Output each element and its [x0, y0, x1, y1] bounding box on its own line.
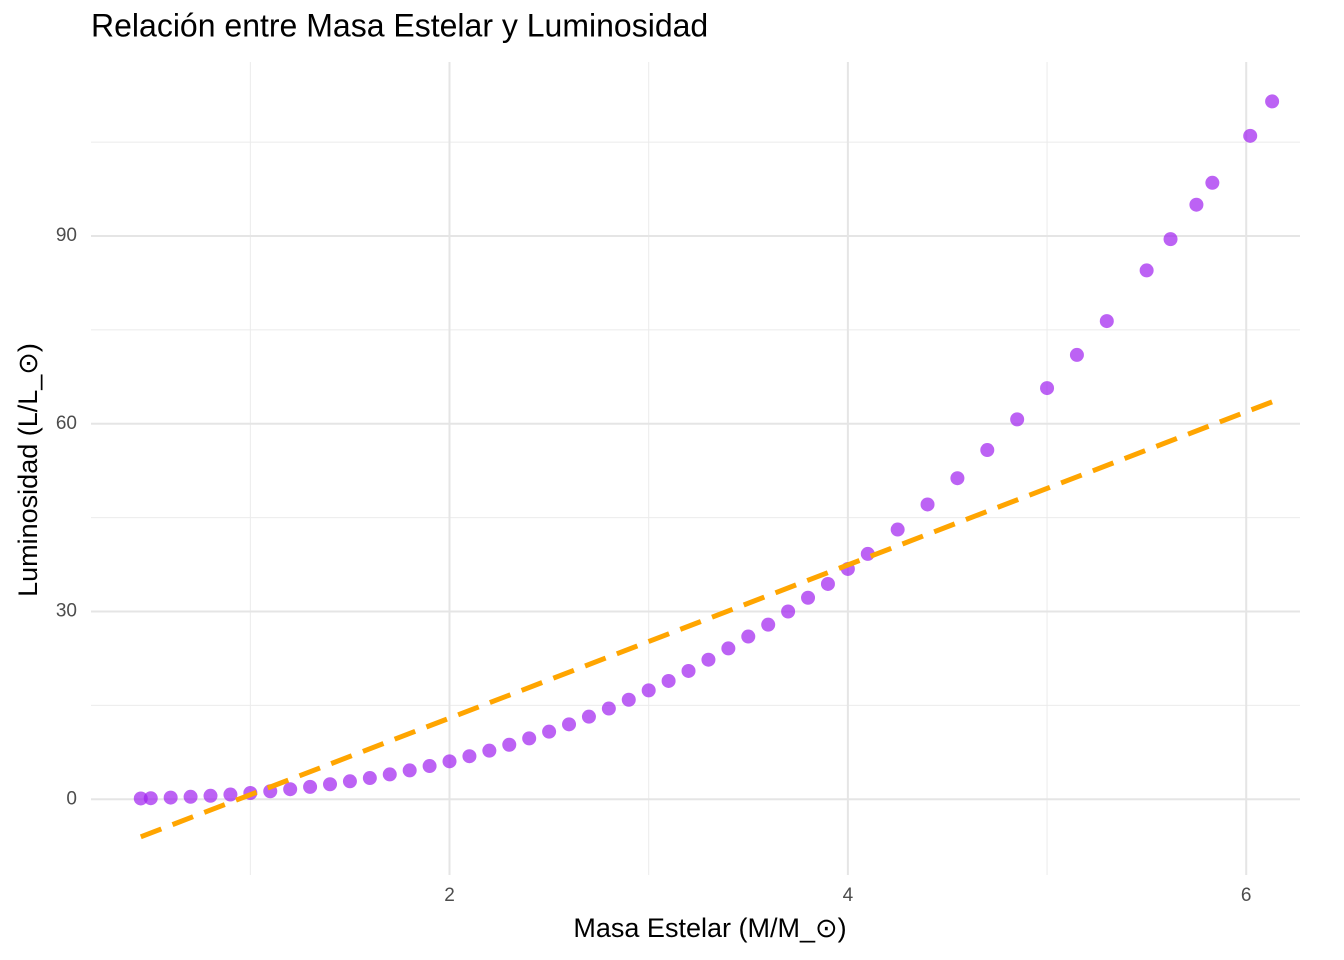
y-tick-label: 30	[56, 601, 77, 622]
point	[482, 743, 497, 758]
point	[1010, 412, 1025, 427]
point	[522, 731, 537, 746]
point	[980, 443, 995, 458]
point	[681, 663, 696, 678]
point	[422, 759, 437, 774]
point	[342, 774, 357, 789]
point	[761, 617, 776, 632]
point	[462, 749, 477, 764]
point	[890, 522, 905, 537]
point	[1163, 232, 1178, 247]
trend-line	[139, 399, 1274, 840]
point	[223, 787, 238, 802]
y-tick-label: 90	[56, 225, 77, 246]
point	[542, 724, 557, 739]
point	[1069, 347, 1084, 362]
chart-title: Relación entre Masa Estelar y Luminosida…	[91, 7, 708, 43]
point	[362, 771, 377, 786]
point	[1099, 314, 1114, 329]
point	[303, 779, 318, 794]
point	[183, 789, 198, 804]
point	[133, 791, 148, 806]
point	[1040, 381, 1055, 396]
x-tick-label: 2	[444, 885, 455, 906]
point	[950, 471, 965, 486]
point	[203, 788, 218, 803]
point	[163, 790, 178, 805]
y-axis-label: Luminosidad (L/L_⊙)	[13, 343, 43, 597]
x-tick-label: 4	[843, 885, 854, 906]
x-tick-label: 6	[1241, 885, 1252, 906]
point	[1139, 263, 1154, 278]
point	[1243, 128, 1258, 143]
point	[323, 777, 338, 792]
point	[581, 709, 596, 724]
point	[402, 763, 417, 778]
point	[781, 604, 796, 619]
point	[701, 652, 716, 667]
y-tick-label: 0	[66, 788, 77, 809]
point	[1265, 94, 1280, 109]
point	[721, 641, 736, 656]
point	[562, 717, 577, 732]
point	[442, 754, 457, 769]
point	[741, 629, 756, 644]
y-tick-label: 60	[56, 413, 77, 434]
point	[283, 782, 298, 797]
point	[1205, 175, 1220, 190]
point	[920, 497, 935, 512]
point	[801, 590, 816, 605]
x-axis-label: Masa Estelar (M/M_⊙)	[573, 913, 846, 943]
point	[661, 673, 676, 688]
point	[641, 683, 656, 698]
point	[820, 576, 835, 591]
point	[621, 692, 636, 707]
point	[1189, 197, 1204, 212]
point	[382, 767, 397, 782]
point	[601, 701, 616, 716]
point	[143, 791, 158, 806]
point	[502, 737, 517, 752]
